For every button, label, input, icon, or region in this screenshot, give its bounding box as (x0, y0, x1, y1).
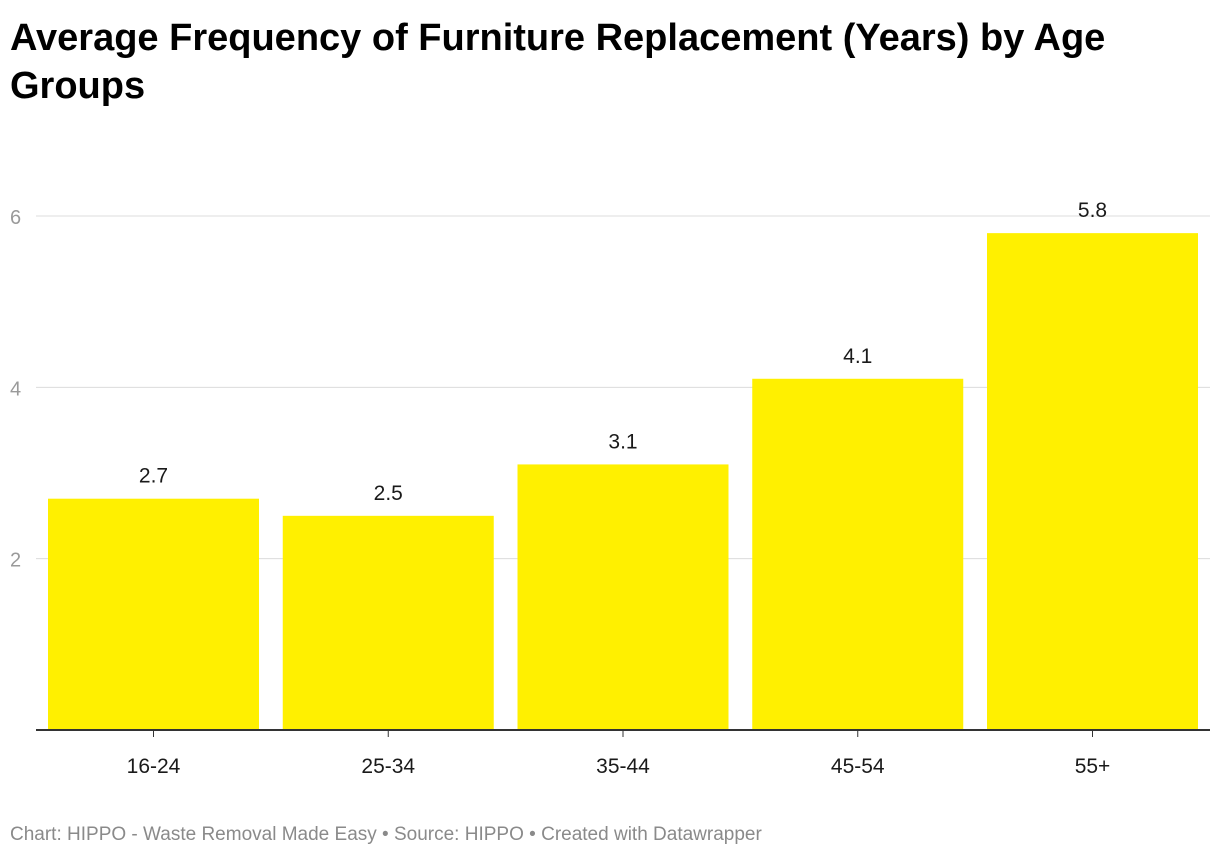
data-label: 2.5 (374, 482, 403, 505)
bar (48, 498, 259, 730)
y-axis-tick-labels: 2 4 6 (10, 207, 21, 572)
footer-separator: • (376, 824, 394, 845)
footer-source-label: Source: (393, 824, 465, 845)
y-tick-label: 4 (10, 378, 21, 400)
footer-chart-credit: HIPPO - Waste Removal Made Easy (67, 824, 377, 845)
footer-separator: • (523, 824, 542, 845)
x-tick-label: 35-44 (596, 755, 650, 778)
chart-footer: Chart: HIPPO - Waste Removal Made Easy •… (10, 824, 762, 846)
x-tick-label: 16-24 (127, 755, 181, 778)
data-label: 2.7 (139, 465, 168, 488)
footer-created-with: Created with Datawrapper (541, 824, 762, 845)
footer-chart-label: Chart: (10, 824, 68, 845)
data-labels: 2.7 2.5 3.1 4.1 5.8 (139, 199, 1107, 505)
data-label: 5.8 (1078, 199, 1107, 222)
bars (48, 233, 1198, 730)
footer-source: HIPPO (464, 824, 524, 845)
x-tick-label: 45-54 (831, 755, 885, 778)
x-tick-label: 25-34 (361, 755, 415, 778)
x-tick-label: 55+ (1075, 755, 1111, 778)
bar (752, 378, 964, 730)
y-tick-label: 6 (10, 207, 21, 229)
x-axis: 16-24 25-34 35-44 45-54 55+ (36, 729, 1210, 778)
bar (282, 515, 494, 730)
chart-title: Average Frequency of Furniture Replaceme… (10, 17, 1106, 107)
bar (517, 464, 729, 730)
y-tick-label: 2 (10, 550, 21, 572)
data-label: 4.1 (843, 345, 872, 368)
data-label: 3.1 (608, 430, 637, 453)
bar (987, 233, 1198, 730)
